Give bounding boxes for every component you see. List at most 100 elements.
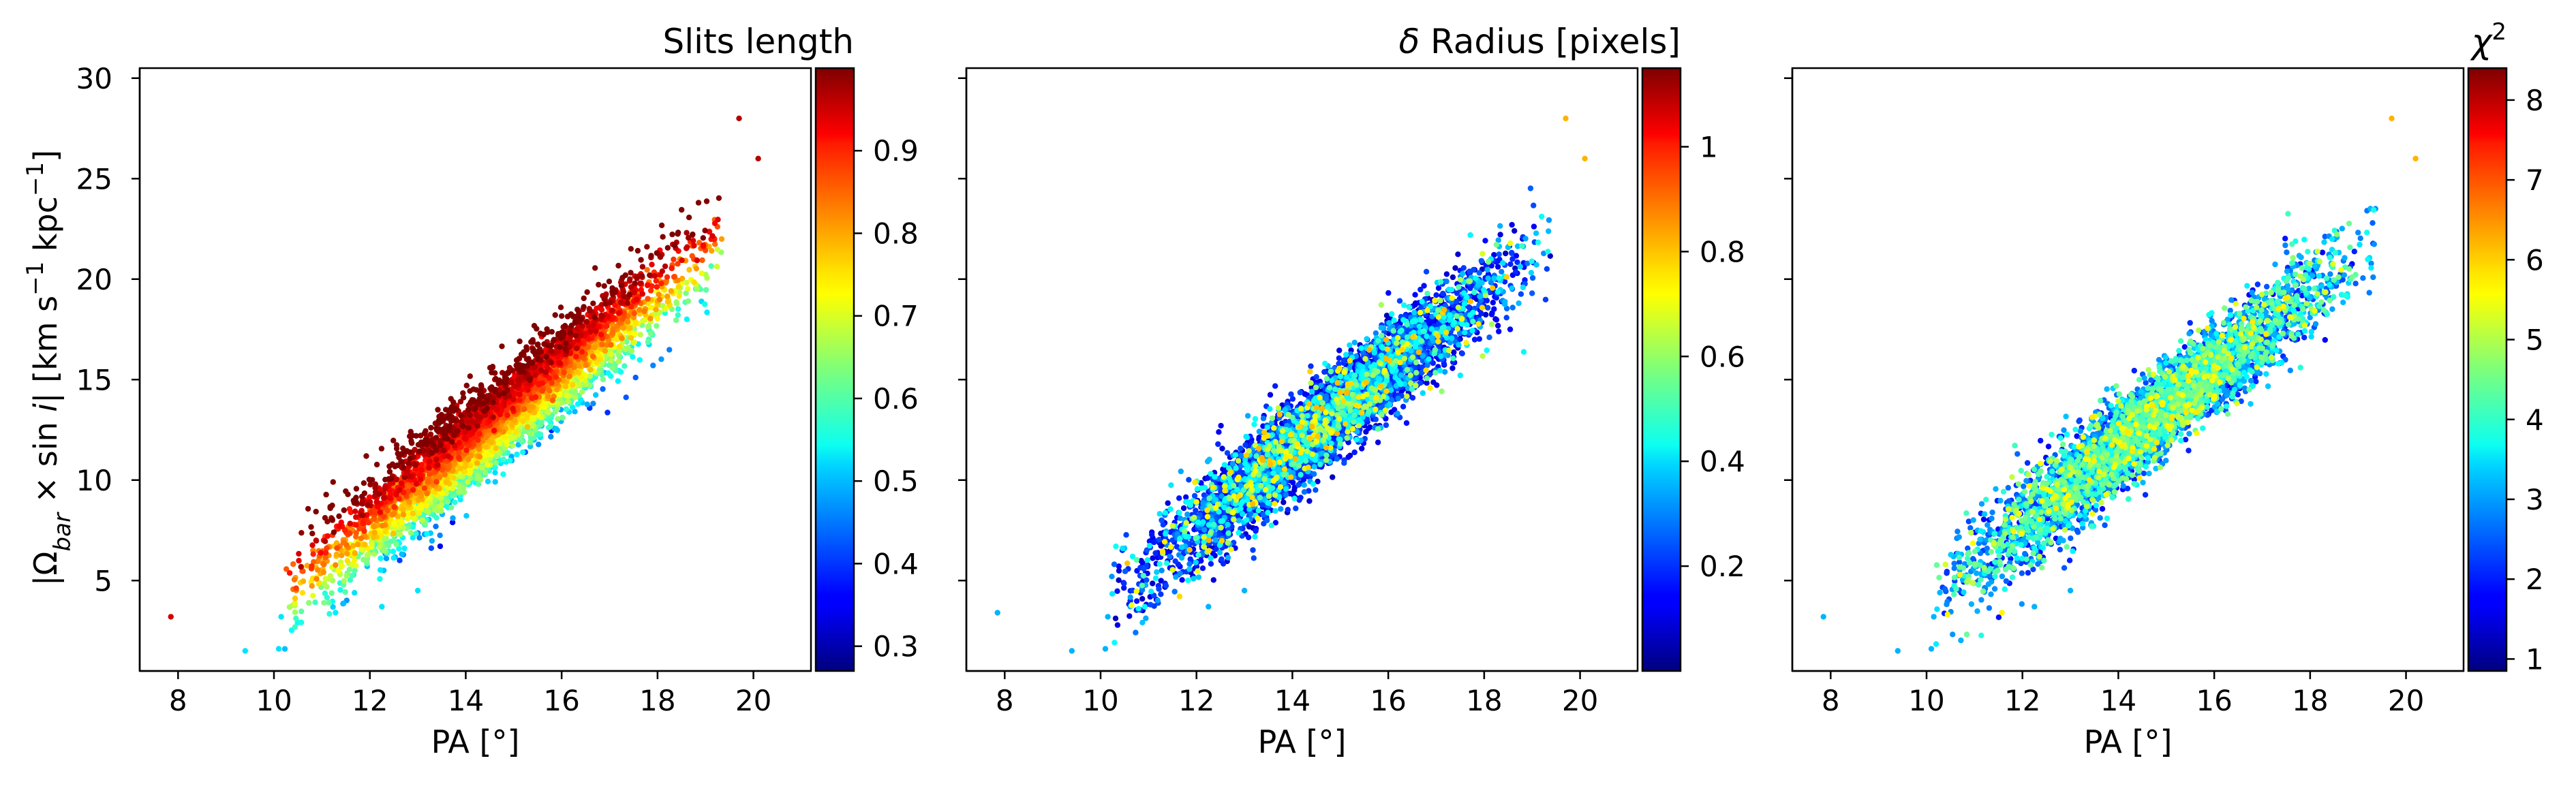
data-point [572,409,578,415]
data-point [418,462,425,468]
data-point [410,510,416,516]
data-point [658,356,664,362]
data-point [675,312,681,318]
data-point [371,551,378,557]
data-point [433,514,440,521]
data-point [641,308,647,315]
data-point [527,443,534,450]
data-point [322,590,328,597]
data-point [427,458,433,465]
data-point [414,587,421,594]
data-point [604,409,611,416]
data-point [462,463,468,470]
data-point [547,423,553,429]
data-point [675,283,681,290]
data-point [644,282,651,289]
data-point [548,433,554,440]
data-point [455,454,462,461]
data-point [315,567,321,573]
data-point [427,471,433,477]
data-point [631,310,637,317]
data-point [644,267,650,273]
data-point [286,570,293,576]
data-point [572,394,579,401]
data-point [502,434,508,441]
data-point [561,369,567,376]
data-point [507,457,513,464]
data-point [449,519,456,526]
data-point [393,491,399,498]
data-point [416,535,423,541]
data-point [634,275,640,281]
data-point [335,567,341,574]
data-point [321,580,328,587]
data-point [452,499,458,505]
data-point [452,480,458,487]
data-point [656,292,662,298]
data-point [592,345,598,351]
data-point [401,545,408,552]
data-point [500,471,506,478]
data-point [390,511,397,517]
data-point [570,381,576,388]
data-point [664,293,671,300]
data-point [659,268,665,275]
data-point [352,567,358,574]
data-point [377,509,383,516]
data-point [450,493,456,499]
data-point [668,288,674,294]
data-point [358,501,365,507]
data-point [704,275,710,281]
data-point [718,236,725,243]
data-point [676,293,682,299]
data-point [352,590,358,596]
data-point [450,515,456,521]
data-point [593,328,599,334]
data-point [306,599,312,606]
data-point [347,577,354,583]
data-point [516,391,523,397]
data-point [564,392,570,399]
data-point [361,528,367,534]
data-point [349,572,355,579]
data-point [275,646,282,652]
data-point [426,465,432,471]
data-point [321,561,327,567]
data-point [597,356,604,362]
data-point [700,242,707,249]
data-point [714,247,721,253]
data-point [429,537,435,544]
data-point [493,445,499,452]
data-point [645,324,651,330]
data-point [662,263,669,270]
data-point [299,590,306,596]
data-point [529,431,535,437]
data-point [401,474,408,480]
data-point [309,531,316,537]
data-point [440,490,446,497]
data-point [310,593,316,599]
data-point [500,456,507,463]
data-point [465,456,472,463]
data-point [645,339,651,345]
data-point [555,416,561,422]
data-point [546,388,553,394]
data-point [579,349,585,355]
data-point [379,522,386,529]
data-point [617,343,623,349]
data-point [514,451,520,458]
data-point [684,245,690,251]
data-point [623,394,629,401]
data-point [465,424,472,431]
data-point [626,292,632,298]
data-point [551,337,557,343]
data-point [321,599,327,606]
data-point [548,359,554,366]
data-point [554,427,560,433]
data-point [313,537,320,544]
data-point [358,535,365,542]
data-point [438,442,444,448]
data-point [669,306,675,313]
data-point [433,479,440,485]
